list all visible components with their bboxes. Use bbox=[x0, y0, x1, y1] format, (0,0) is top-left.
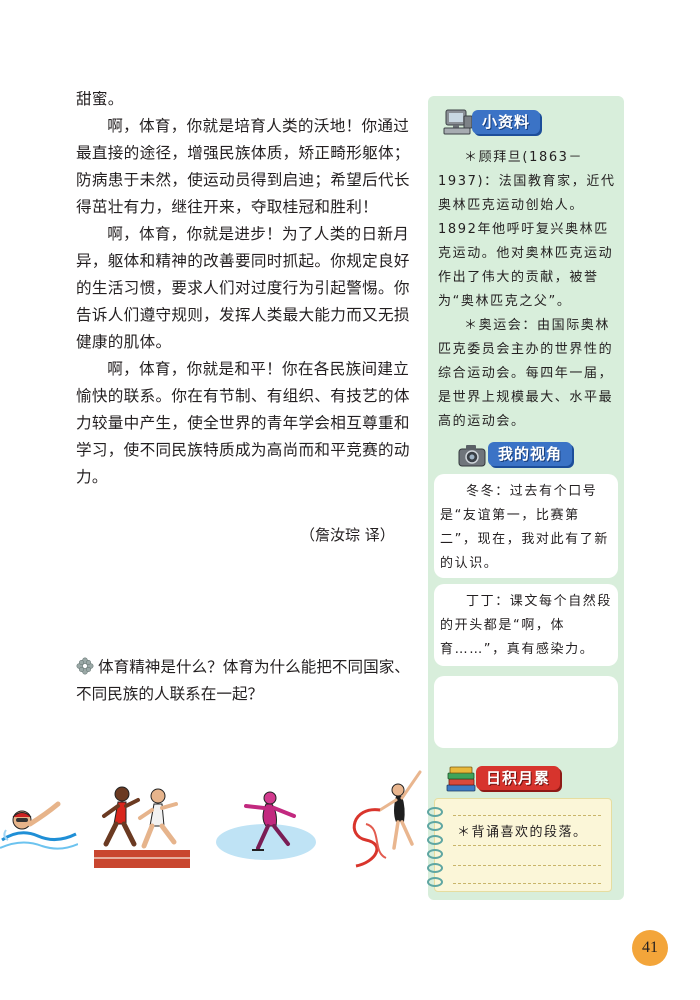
paragraph-continuation: 甜蜜。 bbox=[76, 90, 124, 108]
note-coubertin: ＊顾拜旦(1863－1937)：法国教育家，近代奥林匹克运动创始人。1892年他… bbox=[438, 150, 616, 309]
section-shijiao-title: 我的视角 bbox=[488, 442, 573, 466]
paragraph-progress: 啊，体育，你就是进步！为了人类的日新月异，躯体和精神的改善要同时抓起。你规定良好… bbox=[76, 225, 410, 351]
comment-dingding: 丁丁：课文每个自然段的开头都是“啊，体育……”，真有感染力。 bbox=[440, 594, 613, 657]
section-rijilei-title: 日积月累 bbox=[476, 766, 561, 790]
gymnast-illustration bbox=[352, 770, 422, 868]
note-line bbox=[453, 883, 601, 884]
spiral-ring bbox=[427, 835, 443, 845]
page-number-badge: 41 bbox=[632, 930, 668, 966]
runners-illustration bbox=[94, 786, 190, 868]
flower-icon bbox=[76, 657, 94, 675]
main-text-column: 甜蜜。 啊，体育，你就是培育人类的沃地！你通过最直接的途径，增强民族体质，矫正畸… bbox=[76, 86, 414, 491]
comment-bubble-blank bbox=[434, 676, 618, 748]
books-icon bbox=[444, 764, 478, 794]
section-ziliao-title: 小资料 bbox=[472, 110, 541, 134]
comment-bubble-dongdong: 冬冬：过去有个口号是“友谊第一，比赛第二”，现在，我对此有了新的认识。 bbox=[434, 474, 618, 578]
study-question: 体育精神是什么？体育为什么能把不同国家、不同民族的人联系在一起？ bbox=[76, 654, 421, 708]
translator-credit: （詹汝琮 译） bbox=[300, 526, 395, 544]
spiral-ring bbox=[427, 863, 443, 873]
spiral-ring bbox=[427, 821, 443, 831]
swimmer-illustration bbox=[0, 801, 78, 850]
question-text: 体育精神是什么？体育为什么能把不同国家、不同民族的人联系在一起？ bbox=[76, 658, 410, 703]
note-olympics: ＊奥运会：由国际奥林匹克委员会主办的世界性的综合运动会。每四年一届，是世界上规模… bbox=[438, 318, 614, 429]
notepad: ＊背诵喜欢的段落。 bbox=[427, 798, 612, 892]
section-ziliao-header: 小资料 bbox=[436, 108, 576, 138]
section-shijiao-header: 我的视角 bbox=[452, 440, 592, 470]
comment-dongdong: 冬冬：过去有个口号是“友谊第一，比赛第二”，现在，我对此有了新的认识。 bbox=[440, 484, 609, 571]
camera-icon bbox=[456, 440, 490, 470]
note-line bbox=[453, 815, 601, 816]
spiral-ring bbox=[427, 807, 443, 817]
paragraph-peace: 啊，体育，你就是和平！你在各民族间建立愉快的联系。你在有节制、有组织、有技艺的体… bbox=[76, 360, 410, 486]
note-line bbox=[453, 845, 601, 846]
note-recite: ＊背诵喜欢的段落。 bbox=[457, 825, 588, 840]
computer-icon bbox=[440, 108, 474, 138]
spiral-ring bbox=[427, 849, 443, 859]
skater-illustration bbox=[216, 791, 316, 860]
section-rijilei-header: 日积月累 bbox=[440, 764, 590, 794]
paragraph-fertile-land: 啊，体育，你就是培育人类的沃地！你通过最直接的途径，增强民族体质，矫正畸形躯体；… bbox=[76, 117, 410, 216]
note-line bbox=[453, 865, 601, 866]
ziliao-notes: ＊顾拜旦(1863－1937)：法国教育家，近代奥林匹克运动创始人。1892年他… bbox=[438, 146, 616, 434]
spiral-ring bbox=[427, 877, 443, 887]
comment-bubble-dingding: 丁丁：课文每个自然段的开头都是“啊，体育……”，真有感染力。 bbox=[434, 584, 618, 666]
